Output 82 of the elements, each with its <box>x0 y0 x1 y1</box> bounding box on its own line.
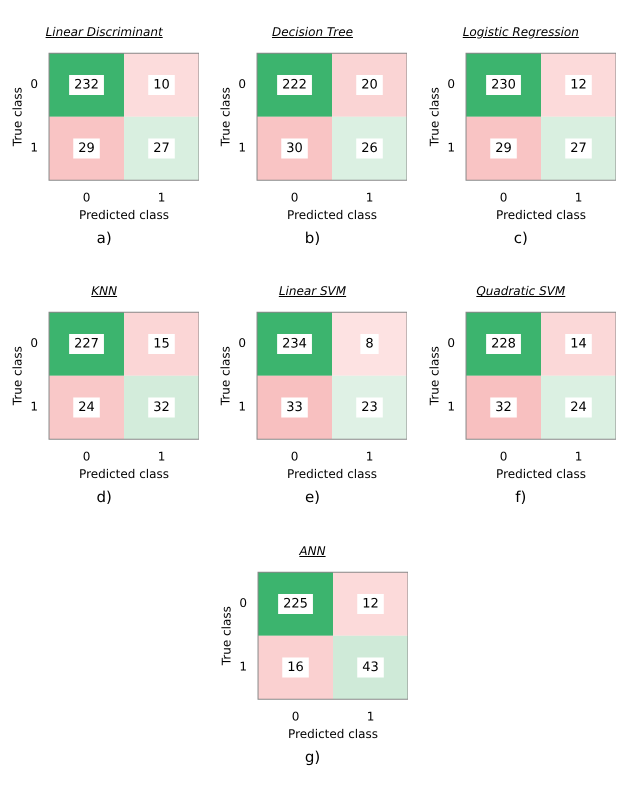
y-tick-label: 1 <box>30 140 38 154</box>
x-axis-title: Predicted class <box>288 467 378 482</box>
chart-title: Decision Tree <box>272 24 353 41</box>
data-label: 16 <box>286 660 304 675</box>
data-label: 8 <box>366 336 374 352</box>
y-tick-label: 0 <box>238 336 247 351</box>
x-tick-label: 1 <box>574 190 582 204</box>
chart-title: ANN <box>299 544 326 560</box>
data-label: 228 <box>490 336 516 352</box>
data-label: 222 <box>282 77 308 92</box>
data-label: 23 <box>362 400 378 416</box>
data-label: 32 <box>153 400 170 416</box>
y-tick-label: 1 <box>238 400 247 414</box>
x-axis-title: Predicted class <box>288 208 378 222</box>
data-label: 12 <box>570 77 587 92</box>
y-tick-label: 0 <box>238 596 247 610</box>
x-axis-title: Predicted class <box>496 467 586 482</box>
data-label: 234 <box>282 336 308 352</box>
y-axis-title: True class <box>218 606 233 666</box>
data-label: 10 <box>153 77 170 92</box>
data-label: 12 <box>362 596 378 612</box>
x-axis-title: Predicted class <box>79 467 170 482</box>
data-label: 27 <box>153 140 170 156</box>
data-label: 227 <box>74 336 100 352</box>
y-tick-label: 0 <box>30 76 38 91</box>
data-label: 29 <box>78 140 95 156</box>
text: a) <box>96 228 112 247</box>
x-axis-title: Predicted class <box>79 208 170 222</box>
y-tick-label: 1 <box>447 400 455 414</box>
y-tick-label: 0 <box>238 76 247 91</box>
chart-title: Quadratic SVM <box>476 284 566 300</box>
y-axis-title: True class <box>10 86 24 148</box>
data-label: 33 <box>286 400 304 416</box>
chart-title: Linear Discriminant <box>46 24 163 41</box>
y-tick-label: 0 <box>30 336 38 351</box>
y-axis-title: True class <box>427 346 442 407</box>
chart-title: Logistic Regression <box>462 24 579 41</box>
text: c) <box>514 228 528 247</box>
chart-title: Linear SVM <box>278 284 346 300</box>
x-tick-label: 0 <box>82 450 91 464</box>
text: d) <box>96 488 112 506</box>
y-tick-label: 1 <box>238 660 247 674</box>
text: f) <box>515 488 526 506</box>
data-label: 32 <box>495 400 512 416</box>
y-tick-label: 1 <box>447 140 455 154</box>
data-label: 230 <box>490 77 516 92</box>
x-tick-label: 0 <box>82 190 91 204</box>
x-tick-label: 1 <box>366 450 374 464</box>
y-axis-title: True class <box>218 346 233 407</box>
y-tick-label: 1 <box>30 400 38 414</box>
chart-title: KNN <box>91 284 118 300</box>
data-label: 26 <box>362 140 378 156</box>
x-axis-title: Predicted class <box>288 727 378 742</box>
y-tick-label: 0 <box>447 76 455 91</box>
data-label: 20 <box>362 77 378 92</box>
x-tick-label: 1 <box>158 450 166 464</box>
data-label: 27 <box>570 140 587 156</box>
x-tick-label: 1 <box>158 190 166 204</box>
data-label: 24 <box>78 400 95 416</box>
text: b) <box>304 228 320 247</box>
data-label: 232 <box>74 77 100 92</box>
text: e) <box>304 488 320 506</box>
data-label: 15 <box>153 336 170 352</box>
x-tick-label: 0 <box>291 450 299 464</box>
data-label: 30 <box>286 140 304 156</box>
x-tick-label: 1 <box>574 450 582 464</box>
y-axis-title: True class <box>10 346 24 407</box>
y-axis-title: True class <box>218 86 233 148</box>
x-tick-label: 1 <box>366 190 374 204</box>
y-tick-label: 1 <box>238 140 247 154</box>
x-tick-label: 0 <box>291 190 299 204</box>
data-label: 24 <box>570 400 587 416</box>
text: g) <box>304 748 320 766</box>
data-label: 43 <box>362 660 378 675</box>
x-tick-label: 0 <box>500 190 508 204</box>
y-tick-label: 0 <box>447 336 455 351</box>
y-axis-title: True class <box>427 86 442 148</box>
data-label: 29 <box>495 140 512 156</box>
data-label: 225 <box>282 596 308 612</box>
data-label: 14 <box>570 336 587 352</box>
x-tick-label: 0 <box>500 450 508 464</box>
x-axis-title: Predicted class <box>496 208 586 222</box>
